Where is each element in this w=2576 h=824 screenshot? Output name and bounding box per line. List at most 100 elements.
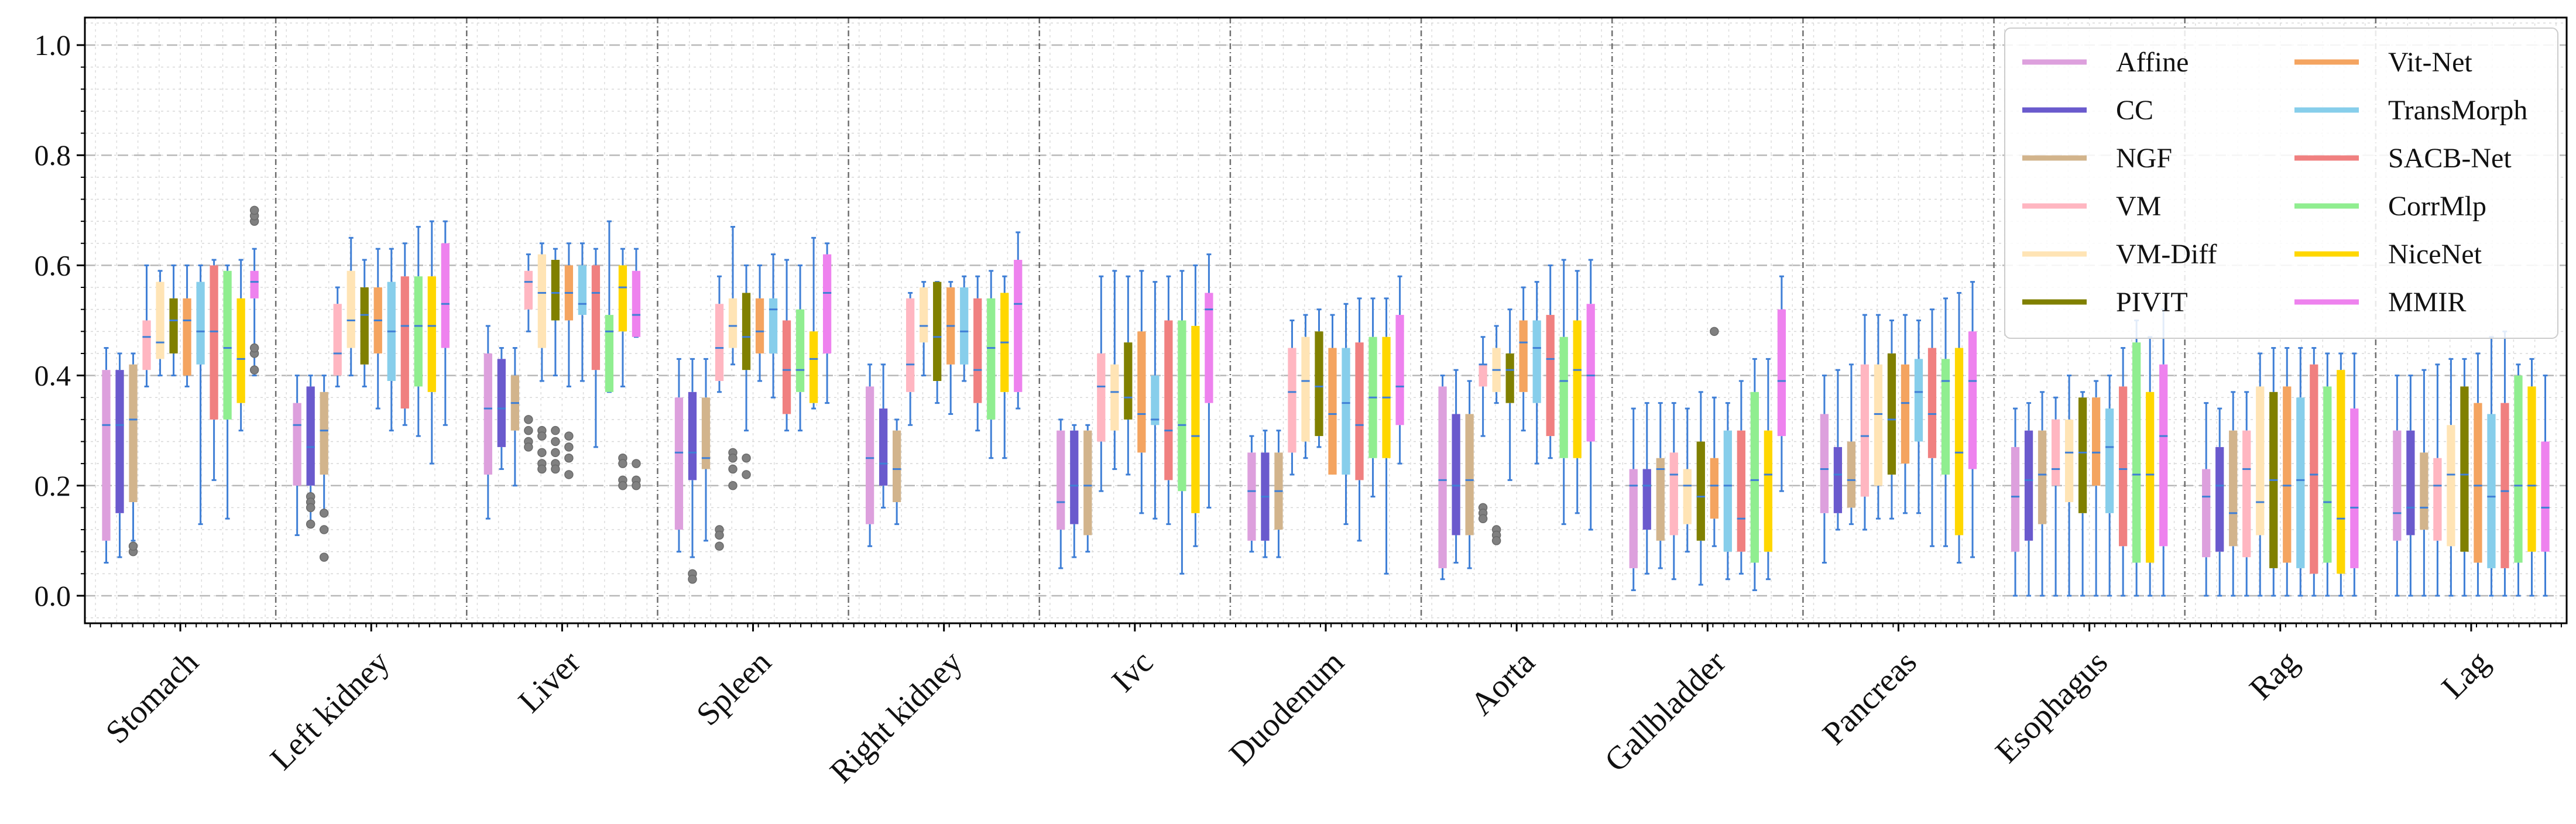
y-tick-label: 0.6 <box>35 249 71 281</box>
category-group-lag <box>2393 330 2550 597</box>
box-affine <box>674 397 684 530</box>
legend-item-pivit: PIVIT <box>2022 287 2188 318</box>
box-pivit <box>742 293 751 370</box>
outlier-point <box>249 365 259 375</box>
box-corrmlp <box>2323 386 2332 563</box>
outlier-point <box>551 425 560 435</box>
box-transmorph <box>1914 359 1923 442</box>
box-corrmlp <box>1178 320 1186 492</box>
box-sacb-net <box>973 298 982 403</box>
legend-item-mmir: MMIR <box>2294 287 2466 318</box>
box-vm-diff <box>537 254 546 348</box>
box-vm-diff <box>347 270 355 348</box>
y-tick-label: 0.0 <box>35 579 71 612</box>
category-label-lag: Lag <box>2435 644 2496 705</box>
legend: Affine CC NGF VM VM-Diff PIVIT Vit-Net TransMor… <box>2004 28 2558 339</box>
box-sacb-net <box>591 265 601 370</box>
box-vm-diff <box>2064 419 2074 502</box>
box-affine <box>293 403 301 486</box>
legend-label: NiceNet <box>2388 239 2482 270</box>
box-nicenet <box>1954 348 1964 535</box>
box-pivit <box>1696 441 1705 541</box>
y-tick-label: 0.8 <box>35 139 71 171</box>
box-mmir <box>1777 309 1786 437</box>
box-sacb-net <box>2119 386 2128 547</box>
box-vit-net <box>2474 403 2482 563</box>
box-ngf <box>2038 430 2047 524</box>
outlier-point <box>715 541 724 551</box>
legend-label: Affine <box>2116 47 2189 78</box>
box-vit-net <box>2283 386 2292 563</box>
box-transmorph <box>196 281 205 365</box>
category-group-ivc <box>1057 253 1213 575</box>
category-label-pancreas: Pancreas <box>1816 644 1924 752</box>
outlier-point <box>551 464 560 474</box>
legend-item-vit-net: Vit-Net <box>2294 47 2472 78</box>
box-affine <box>865 386 874 524</box>
box-sacb-net <box>1164 320 1173 480</box>
box-vm-diff <box>2256 386 2265 535</box>
box-sacb-net <box>782 320 791 414</box>
outlier-point <box>564 442 574 452</box>
box-vit-net <box>755 298 764 353</box>
box-transmorph <box>578 265 587 315</box>
legend-box <box>2004 28 2558 339</box>
box-sacb-net <box>1737 430 1745 552</box>
box-mmir <box>1586 304 1595 442</box>
box-mmir <box>2159 364 2168 547</box>
box-pivit <box>1124 342 1133 420</box>
box-vm <box>524 270 533 310</box>
box-pivit <box>1315 331 1323 437</box>
y-tick-label: 0.2 <box>35 469 71 502</box>
box-cc <box>2024 430 2033 541</box>
box-corrmlp <box>1750 392 1759 563</box>
box-pivit <box>169 298 178 353</box>
legend-label: VM-Diff <box>2116 239 2217 270</box>
outlier-point <box>742 453 751 463</box>
box-nicenet <box>2527 386 2536 552</box>
outlier-point <box>632 481 641 490</box>
legend-item-transmorph: TransMorph <box>2294 95 2527 126</box>
box-transmorph <box>769 298 778 353</box>
outlier-point <box>551 437 560 447</box>
box-ngf <box>893 430 901 502</box>
box-transmorph <box>2296 397 2305 568</box>
outlier-point <box>564 431 574 441</box>
box-vm <box>142 320 151 370</box>
group-separators <box>275 18 2377 623</box>
outlier-point <box>688 574 697 584</box>
box-vit-net <box>183 298 191 376</box>
box-pivit <box>1505 353 1514 403</box>
box-mmir <box>1968 331 1977 469</box>
category-label-right-kidney: Right kidney <box>823 644 969 790</box>
box-vm <box>2433 458 2442 541</box>
box-sacb-net <box>2310 364 2318 574</box>
legend-item-vm-diff: VM-Diff <box>2022 239 2217 270</box>
box-mmir <box>1395 315 1404 425</box>
category-group-duodenum <box>1247 275 1404 575</box>
category-label-stomach: Stomach <box>99 644 205 750</box>
box-corrmlp <box>1559 337 1568 458</box>
outlier-point <box>524 425 533 435</box>
y-tick-label: 0.4 <box>35 359 71 392</box>
box-mmir <box>1014 260 1023 392</box>
box-vm-diff <box>920 287 928 343</box>
box-transmorph <box>2105 408 2114 513</box>
box-vit-net <box>2091 397 2101 486</box>
box-cc <box>879 408 888 486</box>
legend-item-ngf: NGF <box>2022 143 2172 174</box>
category-group-right-kidney <box>865 231 1023 547</box>
legend-label: CC <box>2116 95 2153 126</box>
box-ngf <box>1847 441 1856 508</box>
box-vm-diff <box>1110 364 1119 431</box>
category-label-left-kidney: Left kidney <box>263 644 396 777</box>
box-nicenet <box>1191 325 1200 513</box>
legend-label: Vit-Net <box>2388 47 2472 78</box>
outlier-point <box>306 503 315 513</box>
outliers-layer <box>128 205 1719 584</box>
legend-label: SACB-Net <box>2388 143 2512 174</box>
box-vm-diff <box>1301 337 1310 442</box>
box-vm <box>1669 452 1678 535</box>
legend-label: NGF <box>2116 143 2172 174</box>
category-group-esophagus <box>2011 308 2168 597</box>
